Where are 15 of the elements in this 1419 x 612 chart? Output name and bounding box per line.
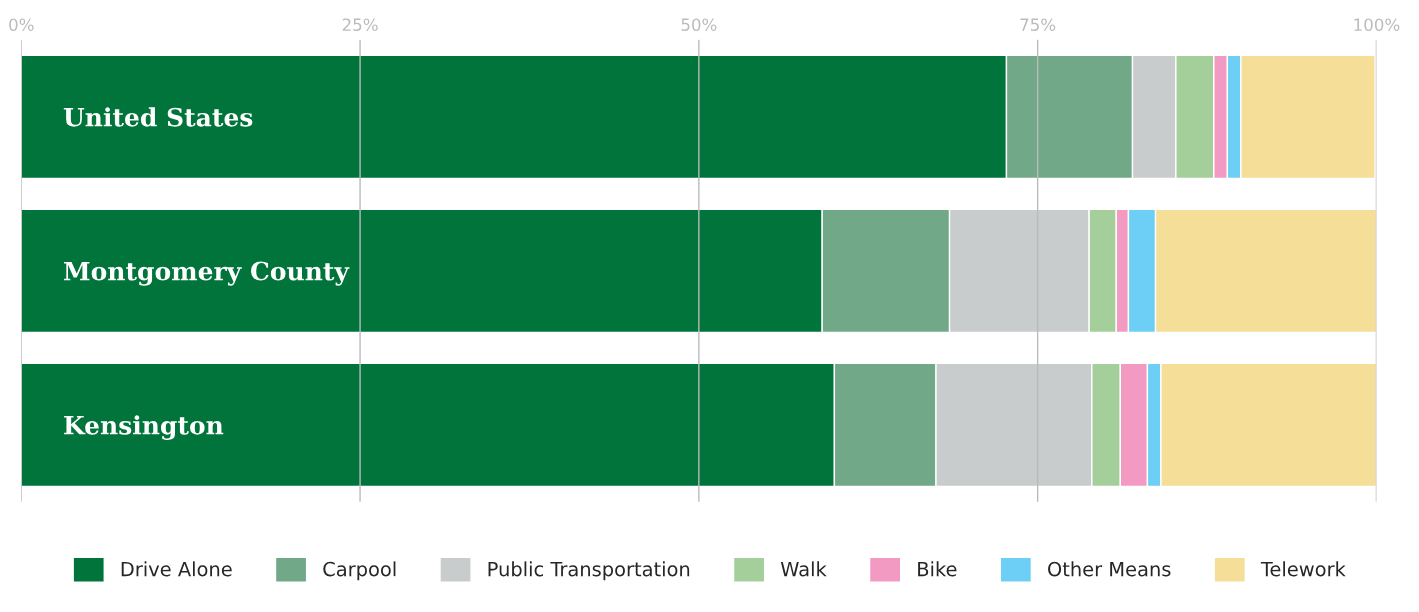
y-tick-label: Montgomery County	[64, 261, 350, 286]
y-tick-label: Kensington	[64, 415, 224, 440]
legend-label: Carpool	[323, 561, 396, 581]
legend-label: Telework	[1260, 561, 1346, 577]
x-tick-label: 50%	[681, 18, 717, 31]
x-tick-label: 0%	[9, 18, 34, 31]
legend-label: Other Means	[1048, 561, 1171, 577]
x-tick-label: 100%	[1354, 18, 1400, 31]
legend-label: Public Transportation	[488, 561, 690, 581]
legend-label: Walk	[780, 561, 827, 577]
x-tick-label: 75%	[1020, 18, 1056, 31]
legend-label: Drive Alone	[121, 561, 232, 577]
x-tick-label: 25%	[342, 18, 378, 31]
y-tick-label: United States	[63, 107, 253, 127]
legend-label: Bike	[918, 561, 957, 577]
